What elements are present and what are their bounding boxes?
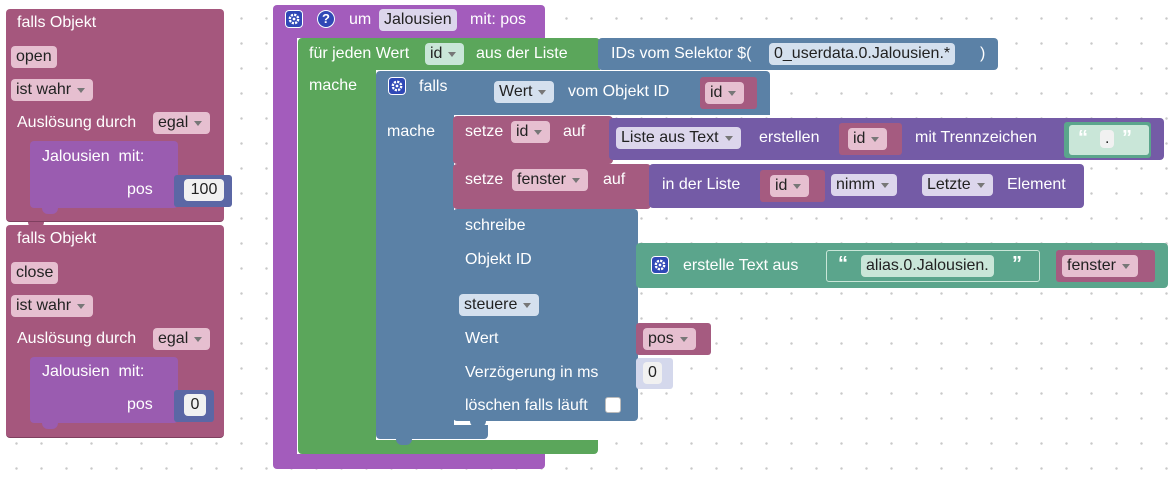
- selector-close: ): [980, 45, 986, 62]
- value-of-label: vom Objekt ID: [568, 83, 670, 100]
- condition-dropdown[interactable]: ist wahr: [11, 295, 94, 317]
- var-dropdown[interactable]: id: [848, 128, 888, 150]
- trigger-title: falls Objekt: [17, 14, 97, 31]
- foreach-from-list: aus der Liste: [476, 45, 568, 62]
- close-quote-icon: ”: [1012, 253, 1022, 275]
- set-var-dropdown[interactable]: fenster: [512, 169, 588, 191]
- create-label: erstellen: [759, 129, 820, 146]
- value-label: Wert: [465, 330, 499, 347]
- delay-label: Verzögerung in ms: [465, 364, 599, 381]
- var-dropdown[interactable]: pos: [643, 328, 696, 350]
- text-field[interactable]: alias.0.Jalousien.: [861, 255, 994, 277]
- foreach-var-dropdown[interactable]: id: [425, 43, 465, 65]
- foreach-do: mache: [309, 77, 358, 94]
- set-to-label: auf: [603, 171, 626, 188]
- help-icon[interactable]: ?: [317, 10, 335, 28]
- number-field[interactable]: 100: [184, 179, 224, 201]
- open-quote-icon: “: [838, 253, 848, 275]
- procedure-footer: [273, 454, 545, 469]
- trigger-title: falls Objekt: [17, 230, 97, 247]
- close-quote-icon: ”: [1122, 127, 1132, 149]
- procedure-params: mit: pos: [470, 11, 527, 28]
- write-label: schreibe: [465, 217, 526, 234]
- set-var-dropdown[interactable]: id: [511, 121, 551, 143]
- trigger-object-field[interactable]: open: [11, 46, 57, 68]
- procedure-body: [273, 37, 297, 455]
- number-field[interactable]: 0: [184, 394, 206, 416]
- selector-field[interactable]: 0_userdata.0.Jalousien.*: [769, 43, 956, 65]
- trigger-dropdown[interactable]: egal: [153, 328, 211, 350]
- mode-dropdown[interactable]: steuere: [459, 294, 540, 316]
- value-dropdown[interactable]: Wert: [494, 81, 555, 103]
- var-dropdown[interactable]: id: [705, 82, 745, 104]
- text-join-label: erstelle Text aus: [683, 257, 799, 274]
- clear-checkbox[interactable]: [605, 397, 621, 413]
- trigger-label: Auslösung durch: [17, 330, 137, 347]
- position-dropdown[interactable]: Letzte: [922, 174, 993, 196]
- selector-label: IDs vom Selektor $(: [611, 45, 752, 62]
- var-dropdown[interactable]: id: [770, 175, 810, 197]
- element-label: Element: [1007, 176, 1066, 193]
- gear-icon[interactable]: [651, 256, 669, 274]
- if-label: falls: [419, 78, 448, 95]
- if-footer: [376, 425, 488, 439]
- param-label: pos: [127, 181, 153, 198]
- number-field[interactable]: 0: [643, 362, 662, 384]
- call-name: Jalousien mit:: [42, 148, 145, 165]
- take-dropdown[interactable]: nimm: [831, 174, 898, 196]
- procedure-call-block[interactable]: [30, 141, 178, 208]
- open-quote-icon: “: [1078, 127, 1088, 149]
- condition-dropdown[interactable]: ist wahr: [11, 79, 94, 101]
- block-notch: [396, 439, 412, 445]
- gear-icon[interactable]: [285, 10, 303, 28]
- procedure-name-field[interactable]: Jalousien: [379, 9, 457, 31]
- block-notch: [42, 208, 58, 214]
- object-id-label: Objekt ID: [465, 251, 532, 268]
- block-notch: [42, 423, 58, 429]
- if-do: mache: [387, 123, 436, 140]
- set-label: setze: [465, 171, 504, 188]
- in-list-label: in der Liste: [662, 176, 741, 193]
- set-to-label: auf: [563, 123, 586, 140]
- delimiter-label: mit Trennzeichen: [915, 129, 1037, 146]
- trigger-label: Auslösung durch: [17, 114, 137, 131]
- procedure-prefix: um: [349, 11, 372, 28]
- delimiter-field[interactable]: .: [1100, 130, 1115, 148]
- var-dropdown[interactable]: fenster: [1062, 255, 1138, 277]
- procedure-call-block[interactable]: [30, 357, 178, 423]
- block-notch: [470, 421, 486, 427]
- set-label: setze: [465, 123, 504, 140]
- trigger-dropdown[interactable]: egal: [153, 112, 211, 134]
- if-body: [376, 114, 454, 426]
- foreach-footer: [298, 440, 598, 454]
- foreach-body: [298, 69, 376, 441]
- trigger-object-field[interactable]: close: [11, 262, 59, 284]
- param-label: pos: [127, 396, 153, 413]
- call-name: Jalousien mit:: [42, 363, 145, 380]
- gear-icon[interactable]: [388, 77, 406, 95]
- clear-label: löschen falls läuft: [465, 397, 588, 414]
- list-mode-dropdown[interactable]: Liste aus Text: [616, 127, 741, 149]
- foreach-label: für jeden Wert: [309, 45, 410, 62]
